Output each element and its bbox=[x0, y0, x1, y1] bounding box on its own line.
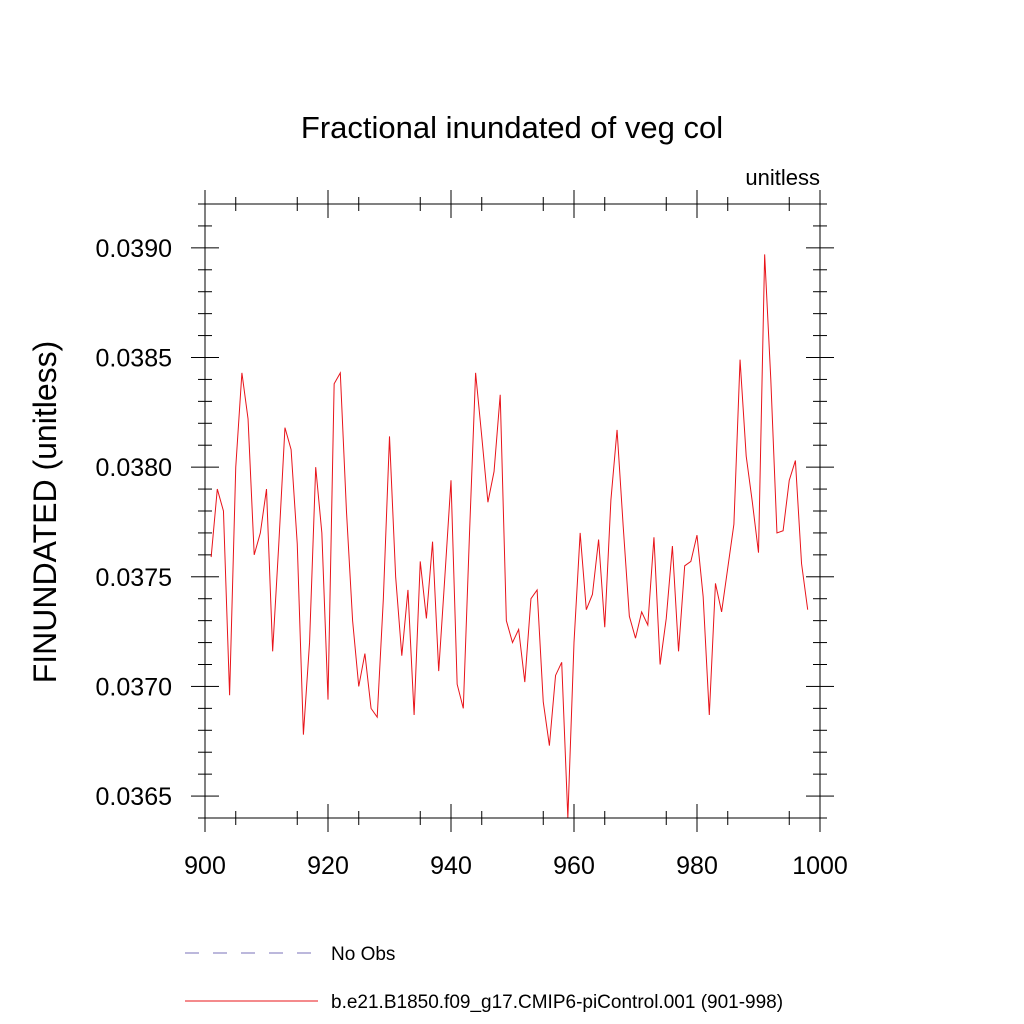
series-line-1 bbox=[210, 254, 809, 819]
x-tick-label: 940 bbox=[430, 852, 472, 880]
x-tick-label: 920 bbox=[307, 852, 349, 880]
plot-frame bbox=[204, 203, 821, 819]
y-tick-label: 0.0375 bbox=[96, 564, 172, 592]
x-tick-label: 980 bbox=[676, 852, 718, 880]
chart-title: Fractional inundated of veg col bbox=[301, 110, 723, 145]
x-tick-label: 1000 bbox=[792, 852, 848, 880]
y-axis-label: FINUNDATED (unitless) bbox=[27, 341, 63, 684]
x-tick-label: 960 bbox=[553, 852, 595, 880]
y-tick-label: 0.0370 bbox=[96, 673, 172, 701]
legend: No Obs b.e21.B1850.f09_g17.CMIP6-piContr… bbox=[185, 944, 783, 1013]
axis-ticks bbox=[191, 190, 834, 832]
y-tick-label: 0.0390 bbox=[96, 235, 172, 263]
y-tick-label: 0.0365 bbox=[96, 783, 172, 811]
y-tick-label: 0.0385 bbox=[96, 345, 172, 373]
y-tick-label: 0.0380 bbox=[96, 454, 172, 482]
plot-series bbox=[210, 254, 809, 819]
tick-labels: 900 920 940 960 980 1000 0.0365 0.0370 0.0375 0.0… bbox=[96, 235, 848, 880]
legend-label-no-obs: No Obs bbox=[331, 944, 395, 965]
units-label: unitless bbox=[745, 165, 820, 190]
x-tick-label: 900 bbox=[184, 852, 226, 880]
legend-label-picontrol: b.e21.B1850.f09_g17.CMIP6-piControl.001 … bbox=[331, 992, 783, 1013]
